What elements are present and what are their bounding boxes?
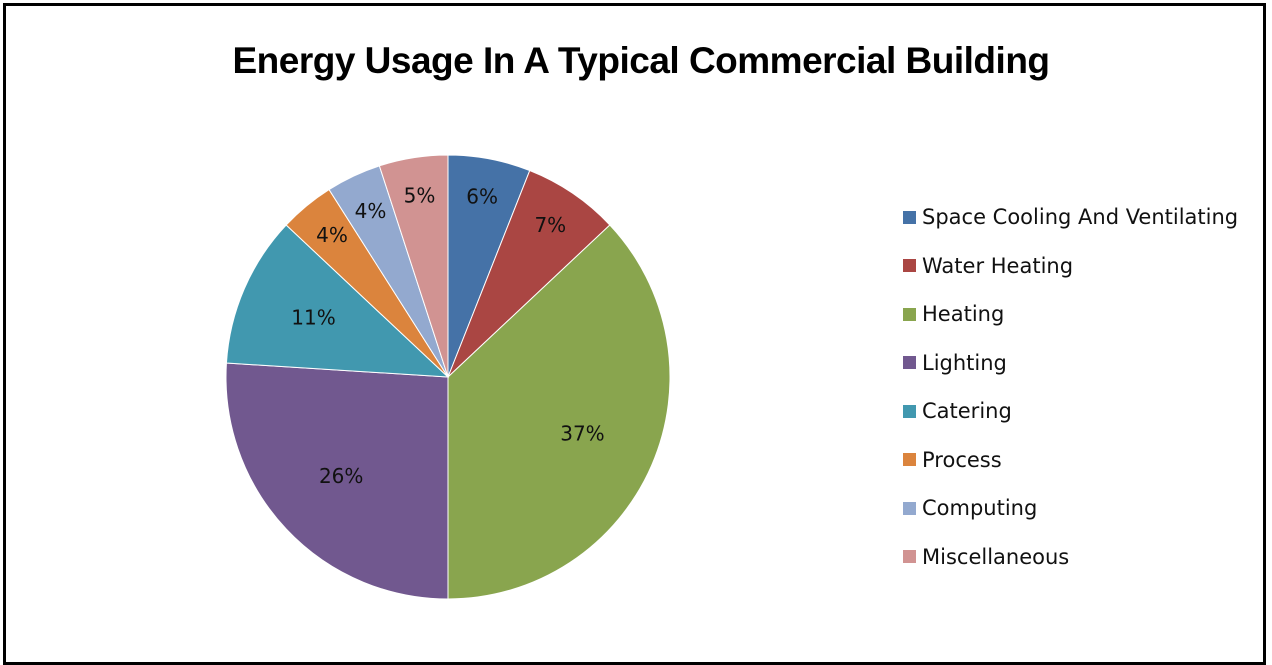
data-label-process: 4% bbox=[316, 223, 348, 247]
data-label-heating: 37% bbox=[560, 422, 604, 446]
legend-swatch bbox=[903, 550, 916, 564]
legend-label: Miscellaneous bbox=[922, 544, 1070, 569]
legend-swatch bbox=[903, 210, 916, 224]
pie-slice-catering bbox=[225, 224, 450, 378]
data-label-water-heating: 7% bbox=[534, 213, 566, 237]
legend-item-water-heating: Water Heating bbox=[903, 242, 1238, 291]
legend-label: Computing bbox=[922, 496, 1038, 521]
legend-item-computing: Computing bbox=[903, 484, 1238, 533]
data-label-space-cooling-and-ventilating: 6% bbox=[466, 185, 498, 209]
legend-item-catering: Catering bbox=[903, 387, 1238, 436]
pie-slice-miscellaneous bbox=[378, 154, 449, 378]
legend-swatch bbox=[903, 307, 916, 321]
legend-item-miscellaneous: Miscellaneous bbox=[903, 533, 1238, 582]
legend-swatch bbox=[903, 356, 916, 370]
legend-label: Lighting bbox=[922, 350, 1007, 375]
legend-item-heating: Heating bbox=[903, 290, 1238, 339]
legend-label: Water Heating bbox=[922, 253, 1074, 278]
chart-legend: Space Cooling And Ventilating Water Heati… bbox=[903, 193, 1238, 581]
data-label-miscellaneous: 5% bbox=[404, 184, 436, 208]
chart-title: Energy Usage In A Typical Commercial Bui… bbox=[232, 40, 1050, 81]
legend-item-lighting: Lighting bbox=[903, 339, 1238, 388]
legend-item-space-cooling-and-ventilating: Space Cooling And Ventilating bbox=[903, 193, 1238, 242]
legend-label: Heating bbox=[922, 302, 1005, 327]
legend-swatch bbox=[903, 404, 916, 418]
pie-slice-heating bbox=[447, 224, 671, 600]
data-label-catering: 11% bbox=[291, 305, 335, 329]
data-label-computing: 4% bbox=[355, 199, 387, 223]
legend-label: Space Cooling And Ventilating bbox=[922, 205, 1239, 230]
legend-label: Process bbox=[922, 447, 1002, 472]
legend-swatch bbox=[903, 453, 916, 467]
data-label-lighting: 26% bbox=[319, 464, 363, 488]
pie-slice-lighting bbox=[225, 362, 449, 600]
legend-label: Catering bbox=[922, 399, 1012, 424]
legend-swatch bbox=[903, 259, 916, 273]
legend-swatch bbox=[903, 501, 916, 515]
legend-item-process: Process bbox=[903, 436, 1238, 485]
